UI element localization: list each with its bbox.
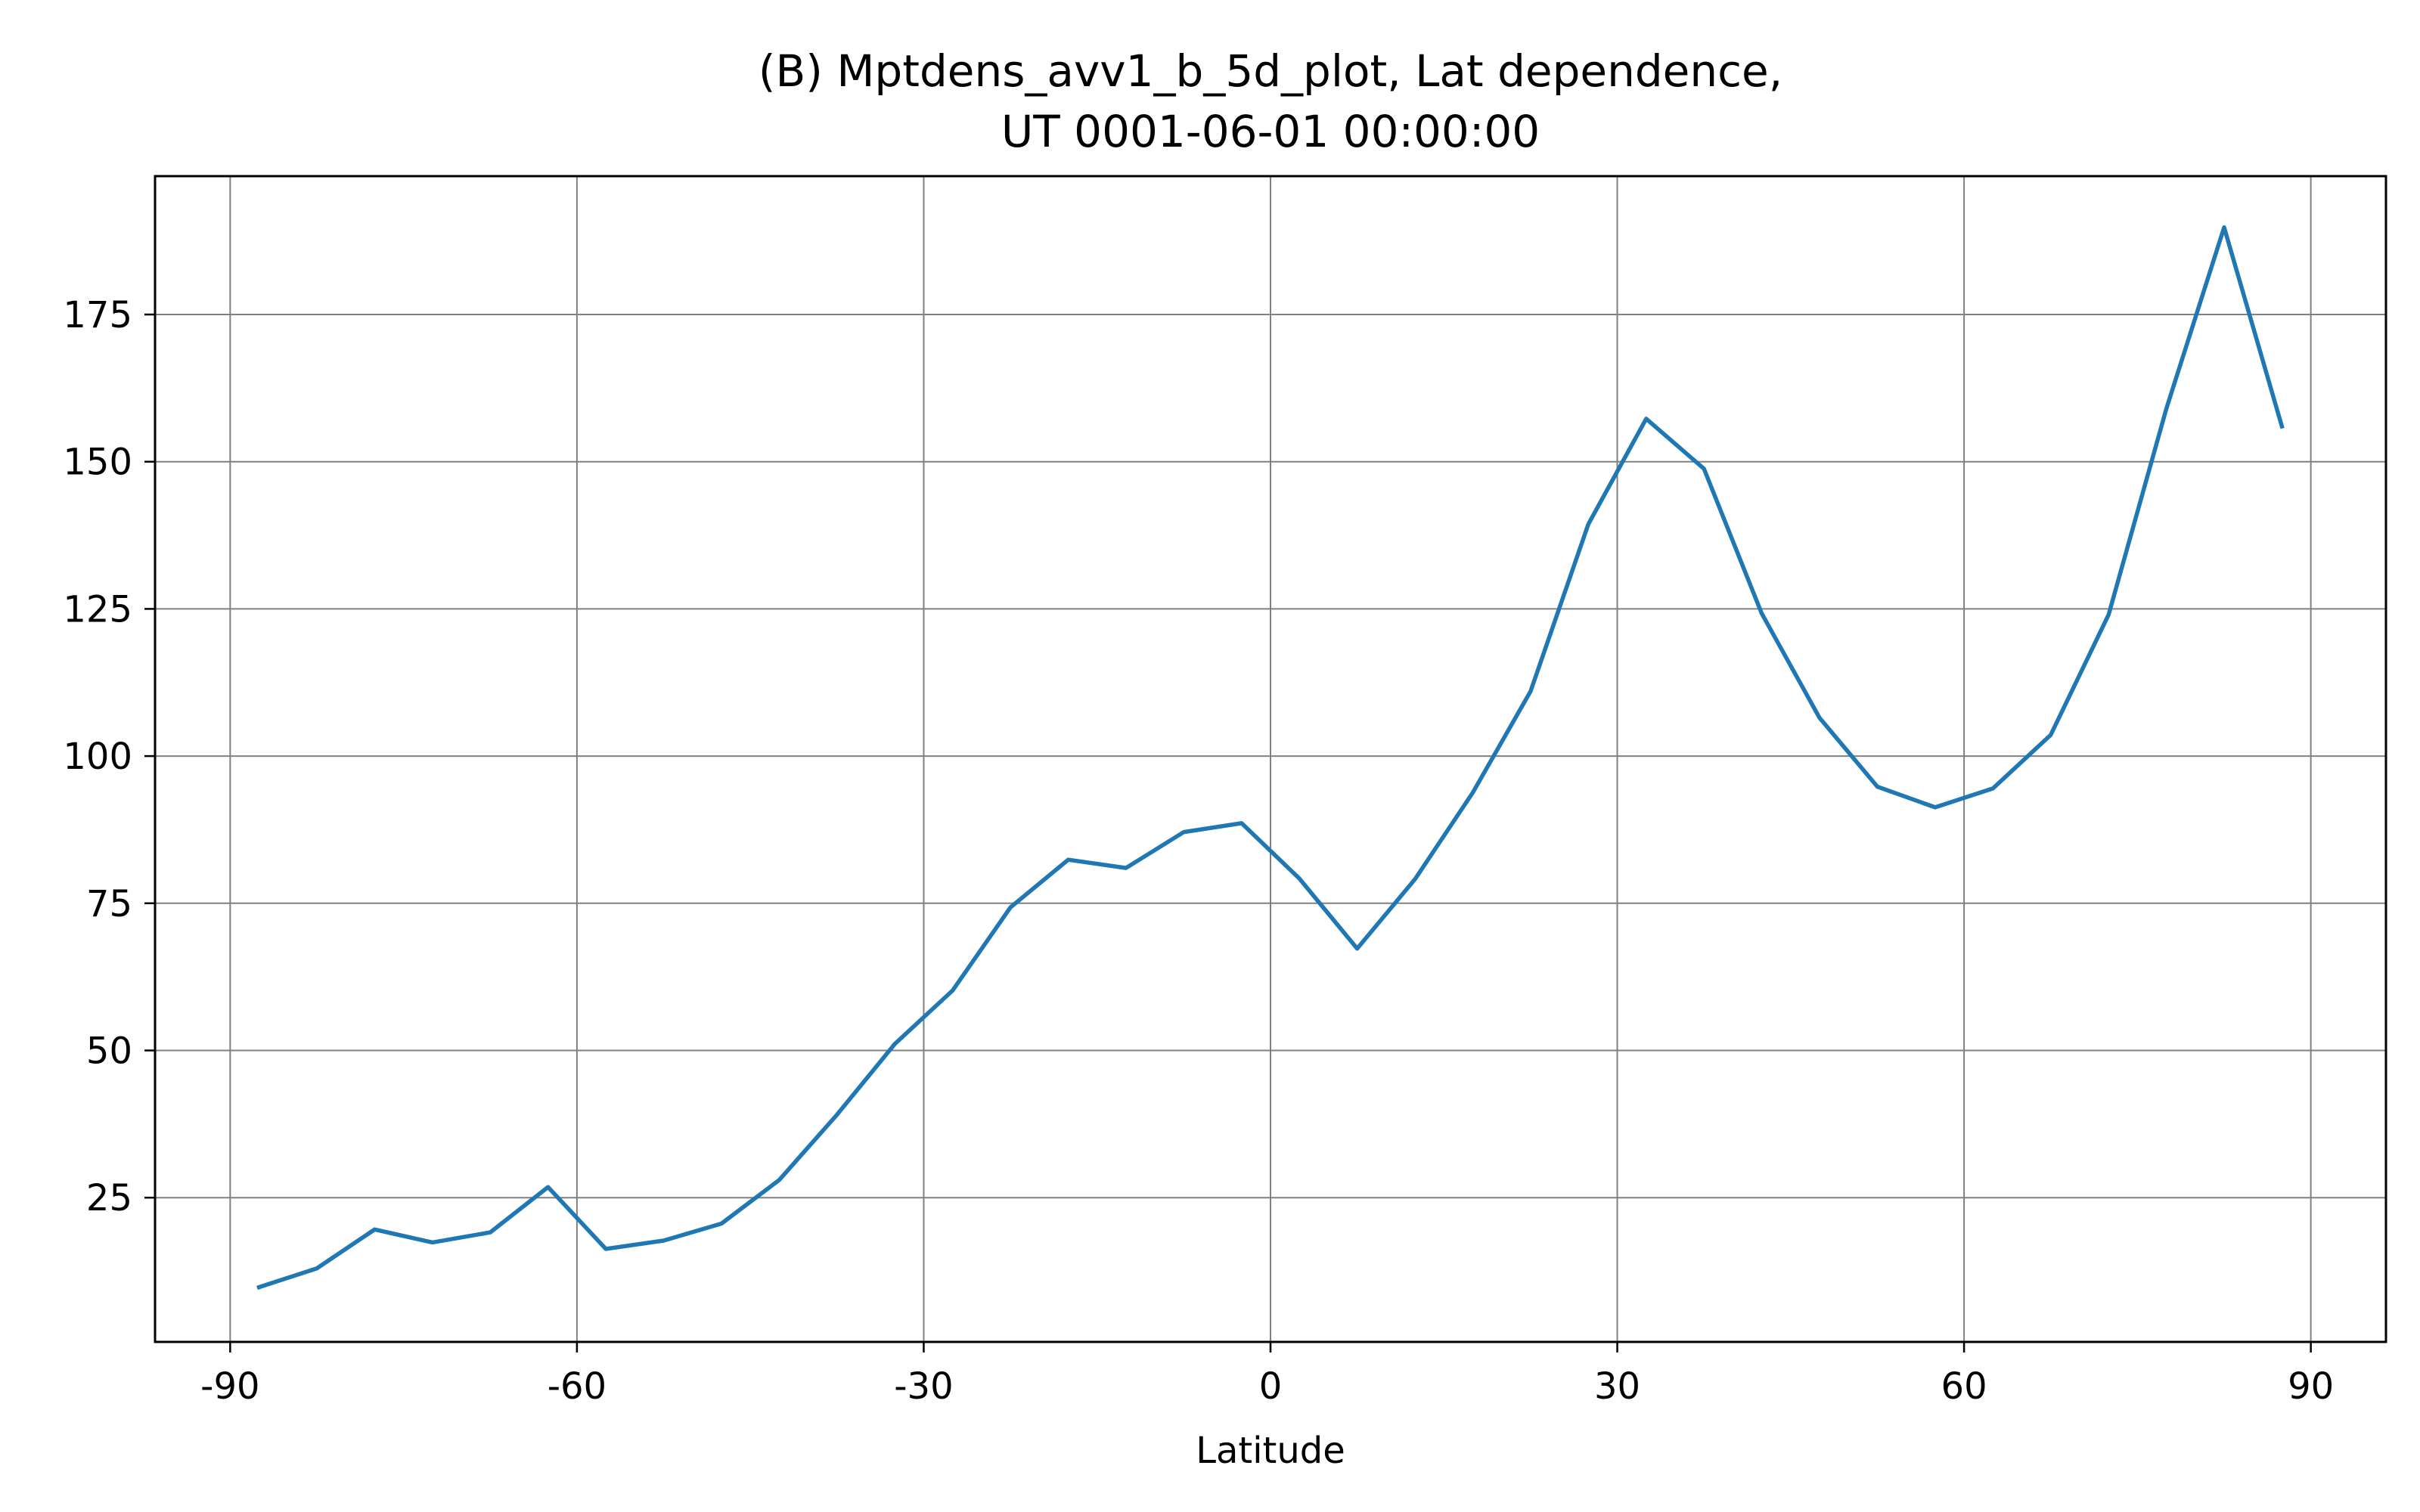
grid-lines	[155, 176, 2386, 1342]
series-line	[256, 225, 2285, 1290]
y-tick-label: 100	[63, 736, 132, 778]
x-tick-label: 30	[1594, 1365, 1640, 1408]
axis-ticks: -90 -60 -30 0 30 60 90 25 50 75 100 125 150 175	[63, 294, 2334, 1408]
series-layer	[256, 225, 2285, 1290]
y-tick-label: 50	[86, 1030, 132, 1073]
y-tick-label: 25	[86, 1177, 132, 1219]
x-tick-label: -90	[200, 1365, 259, 1408]
x-tick-label: 90	[2288, 1365, 2334, 1408]
y-tick-label: 175	[63, 294, 132, 336]
y-tick-label: 125	[63, 588, 132, 631]
y-tick-label: 75	[86, 883, 132, 925]
chart-title: (B) Mptdens_avv1_b_5d_plot, Lat dependen…	[759, 45, 1782, 97]
x-axis-label: Latitude	[1196, 1430, 1345, 1472]
x-tick-label: 0	[1259, 1365, 1283, 1408]
x-tick-label: -60	[548, 1365, 607, 1408]
x-tick-label: 60	[1941, 1365, 1987, 1408]
chart-subtitle: UT 0001-06-01 00:00:00	[1001, 106, 1540, 157]
x-tick-label: -30	[894, 1365, 953, 1408]
y-tick-label: 150	[63, 442, 132, 484]
